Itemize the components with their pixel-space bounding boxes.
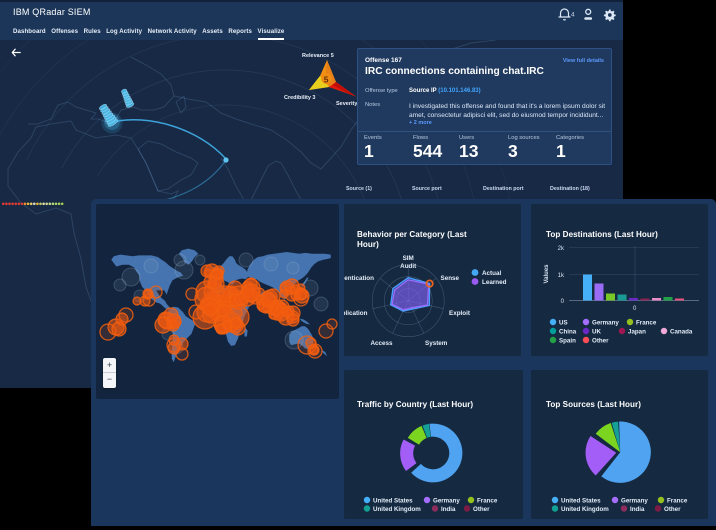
svg-text:India: India [630,506,645,513]
svg-text:2k: 2k [558,246,565,252]
svg-text:Japan: Japan [628,329,646,336]
svg-text:United Kingdom: United Kingdom [373,506,421,513]
svg-text:India: India [441,506,456,513]
svg-text:Application: Application [344,310,368,317]
svg-text:Germany: Germany [621,498,648,505]
svg-text:United States: United States [561,498,601,505]
svg-text:Learned: Learned [482,279,507,286]
svg-text:Severity 9: Severity 9 [336,101,362,107]
svg-text:UK: UK [592,329,601,336]
svg-text:Other: Other [592,338,609,345]
svg-text:France: France [636,320,657,327]
svg-text:Spain: Spain [559,338,576,345]
svg-text:Relevance 5: Relevance 5 [302,53,334,59]
svg-text:Audit: Audit [400,263,417,270]
svg-text:Germany: Germany [592,320,619,327]
svg-text:Other: Other [473,506,490,513]
svg-text:Other: Other [664,506,681,513]
svg-text:Values: Values [544,264,550,284]
svg-text:4: 4 [571,12,575,19]
svg-text:0: 0 [633,306,637,312]
svg-text:Authentication: Authentication [344,275,374,282]
svg-text:France: France [477,498,498,505]
svg-text:US: US [559,320,568,327]
svg-text:Sense: Sense [441,275,460,282]
svg-text:Access: Access [371,340,394,347]
svg-text:Exploit: Exploit [449,310,471,317]
svg-text:Actual: Actual [482,270,501,277]
svg-text:Germany: Germany [433,498,460,505]
svg-text:System: System [425,340,448,347]
svg-text:1k: 1k [558,273,565,279]
svg-text:France: France [667,498,688,505]
svg-text:China: China [559,329,577,336]
svg-text:United Kingdom: United Kingdom [561,506,609,513]
svg-text:5: 5 [324,74,329,84]
svg-text:Canada: Canada [670,329,693,336]
svg-text:Credibility 3: Credibility 3 [284,95,315,101]
svg-text:United States: United States [373,498,413,505]
svg-text:0: 0 [561,299,565,305]
svg-text:SIM: SIM [403,255,414,262]
